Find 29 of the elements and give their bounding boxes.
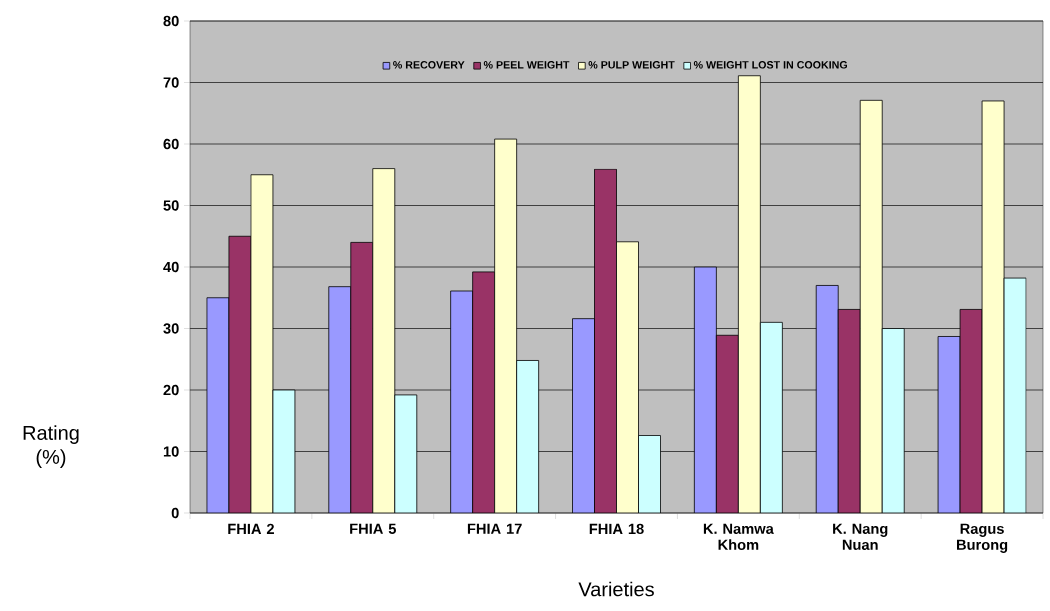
x-axis-title: Varieties [578,581,654,597]
legend-label: % PEEL WEIGHT [483,61,570,69]
x-tick-label: FHIA 5 [350,523,396,534]
y-tick-label: 60 [163,138,179,150]
y-tick-label: 20 [163,384,179,396]
bar [350,242,374,513]
bar [959,309,983,513]
x-tick-label: FHIA 2 [228,523,274,534]
y-axis-title: Rating (%) [23,425,79,468]
legend-label: % RECOVERY [393,61,465,69]
legend-label: % WEIGHT LOST IN COOKING [693,61,847,69]
y-tick-label: 80 [163,15,179,27]
bar [594,168,617,513]
bar [228,235,252,513]
x-tick-label: K. Namwa Khom [703,523,774,550]
y-tick-label: 30 [163,323,179,334]
x-tick-label: Ragus Burong [956,523,1008,553]
legend-label: % PULP WEIGHT [588,61,675,69]
bar [472,271,496,513]
y-tick-label: 40 [163,261,179,273]
bar [715,334,739,513]
bar [837,309,861,513]
y-tick-label: 70 [163,77,179,88]
y-tick-label: 10 [163,446,179,457]
y-tick-label: 50 [163,200,179,211]
y-tick-label: 0 [171,507,179,519]
x-tick-label: FHIA 17 [467,523,522,534]
x-tick-label: FHIA 18 [589,523,644,535]
x-tick-label: K. Nang Nuan [833,523,888,550]
